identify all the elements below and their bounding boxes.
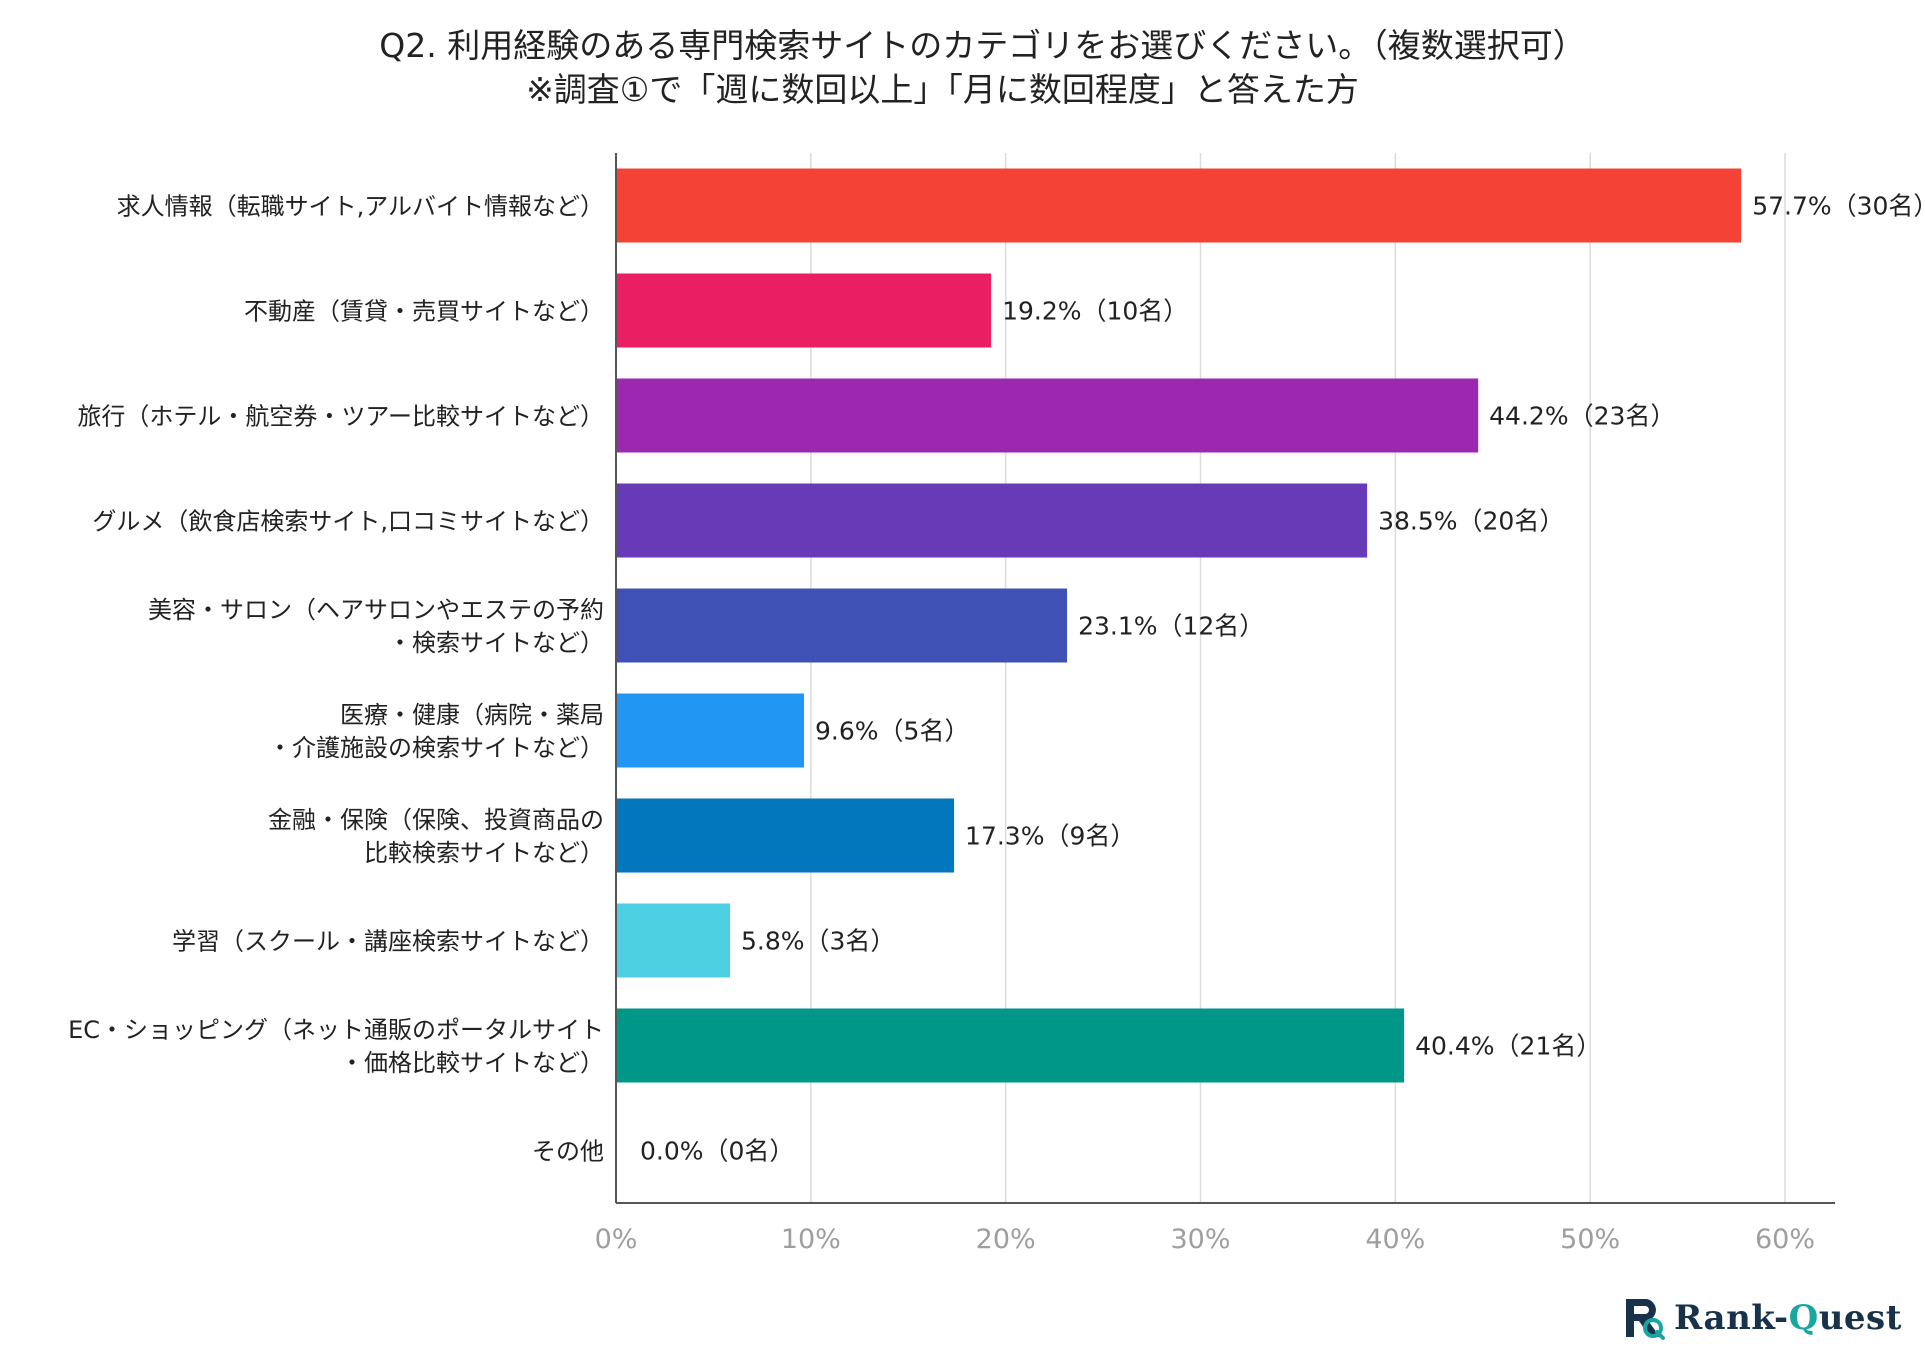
- x-tick-label-30: 30%: [1170, 1224, 1230, 1255]
- data-label-5: 23.1%（12名）: [1078, 612, 1264, 641]
- data-label-10: 0.0%（0名）: [640, 1137, 794, 1166]
- bar-1: [617, 168, 1742, 243]
- data-label-8: 5.8%（3名）: [741, 927, 895, 956]
- category-label-5-line-2: ・検索サイトなど）: [388, 629, 604, 657]
- category-label-6-line-2: ・介護施設の検索サイトなど）: [268, 734, 604, 762]
- category-label-9-line-1: EC・ショッピング（ネット通販のポータルサイト: [68, 1016, 604, 1044]
- bar-3: [617, 378, 1479, 453]
- x-tick-label-60: 60%: [1755, 1224, 1815, 1255]
- category-label-2: 不動産（賃貸・売買サイトなど）: [244, 298, 604, 326]
- bar-5: [617, 588, 1068, 663]
- chart-title-line-1: Q2. 利用経験のある専門検索サイトのカテゴリをお選びください。（複数選択可）: [379, 26, 1586, 65]
- category-label-5-line-1: 美容・サロン（ヘアサロンやエステの予約: [148, 596, 604, 624]
- category-label-9-line-2: ・価格比較サイトなど）: [340, 1049, 604, 1077]
- data-label-1: 57.7%（30名）: [1752, 192, 1925, 221]
- data-label-4: 38.5%（20名）: [1378, 507, 1564, 536]
- category-label-3: 旅行（ホテル・航空券・ツアー比較サイトなど）: [77, 403, 604, 431]
- bar-2: [617, 273, 992, 348]
- rank-quest-logo-text: Rank-Quest: [1674, 1298, 1902, 1338]
- data-label-7: 17.3%（9名）: [965, 822, 1135, 851]
- x-tick-label-40: 40%: [1365, 1224, 1425, 1255]
- data-label-9: 40.4%（21名）: [1415, 1032, 1601, 1061]
- data-label-6: 9.6%（5名）: [815, 717, 969, 746]
- data-label-3: 44.2%（23名）: [1489, 402, 1675, 431]
- bar-9: [617, 1008, 1405, 1083]
- data-label-2: 19.2%（10名）: [1002, 297, 1188, 326]
- category-label-8: 学習（スクール・講座検索サイトなど）: [172, 928, 604, 956]
- bar-7: [617, 798, 955, 873]
- x-tick-label-50: 50%: [1560, 1224, 1620, 1255]
- category-label-1: 求人情報（転職サイト,アルバイト情報など）: [117, 193, 604, 221]
- category-label-10: その他: [532, 1138, 604, 1166]
- x-tick-label-0: 0%: [595, 1224, 638, 1255]
- category-label-7-line-1: 金融・保険（保険、投資商品の: [268, 806, 604, 834]
- category-label-4: グルメ（飲食店検索サイト,口コミサイトなど）: [92, 508, 604, 536]
- x-tick-label-20: 20%: [976, 1224, 1036, 1255]
- bar-6: [617, 693, 805, 768]
- x-tick-label-10: 10%: [781, 1224, 841, 1255]
- bar-4: [617, 483, 1368, 558]
- category-label-6-line-1: 医療・健康（病院・薬局: [340, 701, 604, 729]
- rank-quest-logo: Rank-Quest: [1620, 1295, 1902, 1341]
- bar-8: [617, 903, 731, 978]
- category-label-7-line-2: 比較検索サイトなど）: [364, 839, 604, 867]
- chart-title-line-2: ※調査①で「週に数回以上」「月に数回程度」と答えた方: [526, 70, 1359, 109]
- rank-quest-logo-icon: [1626, 1299, 1665, 1340]
